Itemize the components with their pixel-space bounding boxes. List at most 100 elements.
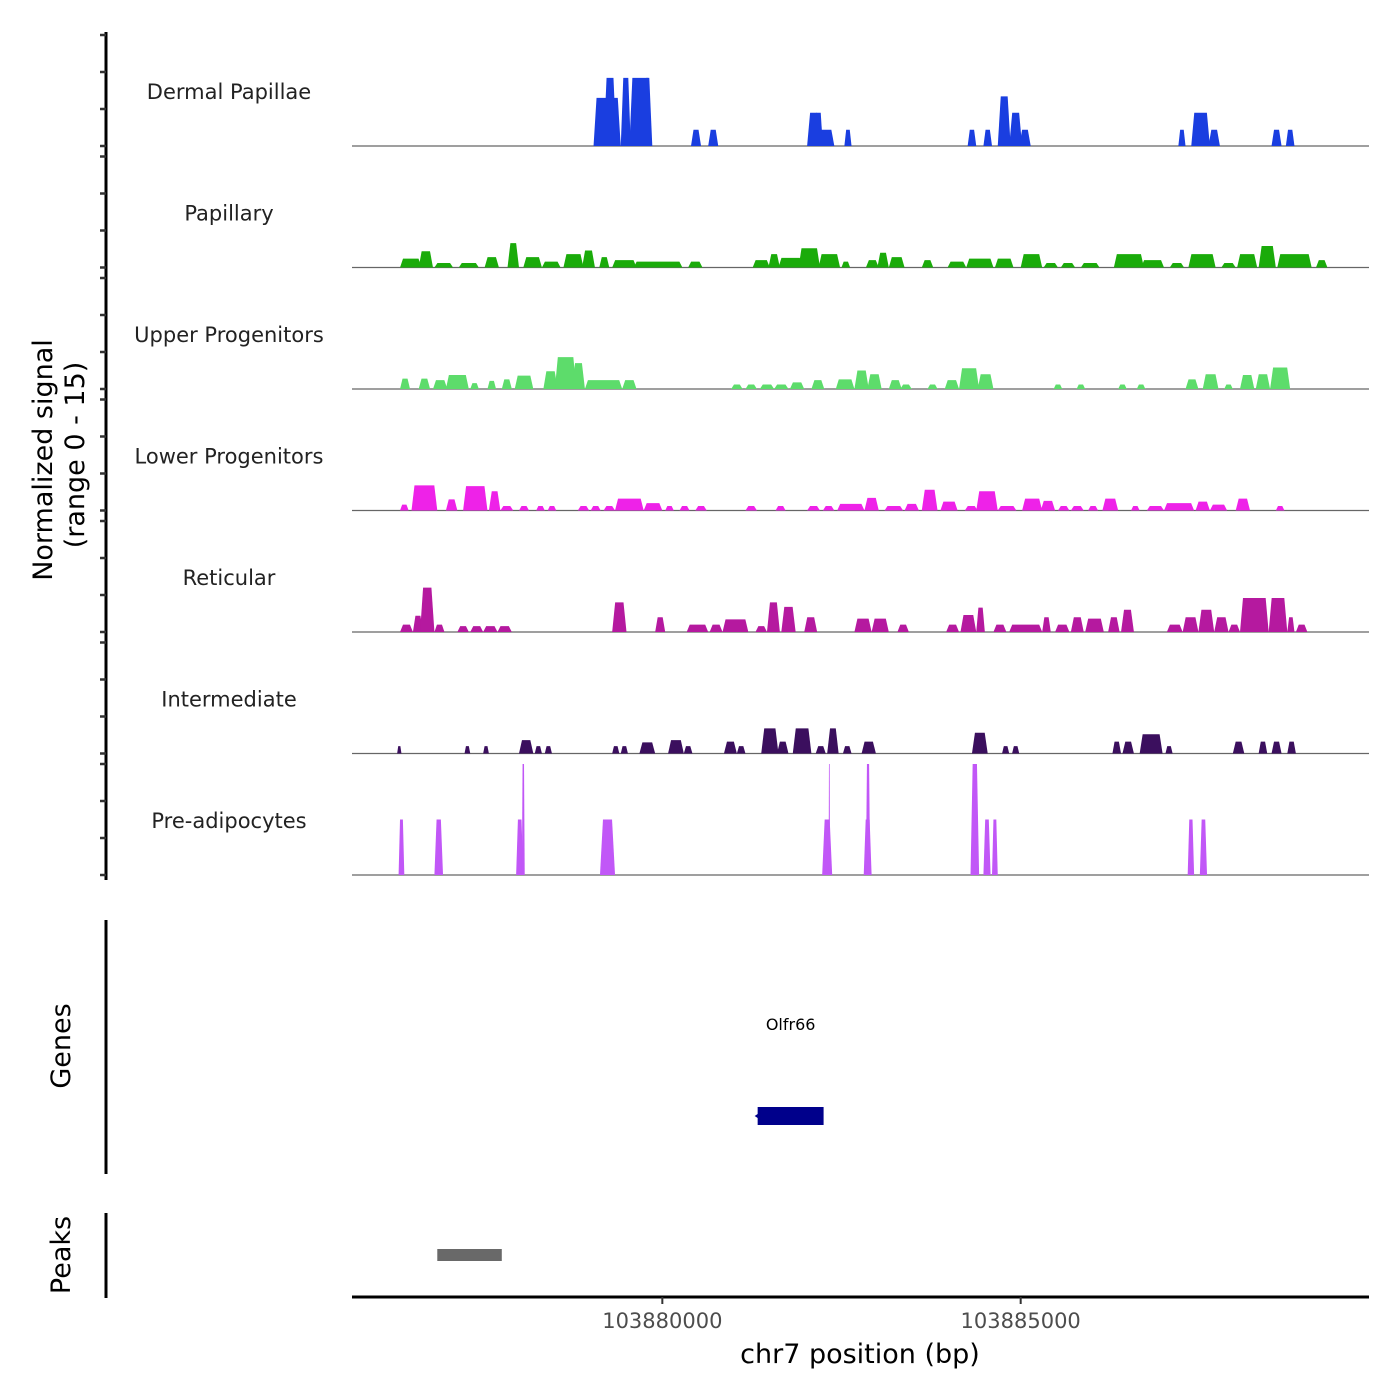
signal-peak — [854, 370, 869, 389]
signal-peak — [1232, 741, 1245, 754]
signal-peak — [612, 260, 637, 268]
signal-peak — [1221, 263, 1236, 268]
signal-peak — [828, 764, 831, 875]
signal-peak — [1188, 254, 1216, 268]
signal-peak — [745, 506, 757, 511]
signal-peak — [1209, 504, 1228, 511]
track-pre-adipocytes: Pre-adipocytes — [151, 764, 1369, 876]
signal-peak — [1239, 374, 1255, 389]
signal-peak — [921, 489, 938, 511]
signal-peak — [994, 258, 1014, 268]
signal-peak — [865, 764, 871, 875]
signal-peak — [888, 257, 905, 268]
signal-peak — [822, 819, 833, 875]
signal-peak — [599, 257, 610, 268]
signal-peak — [827, 728, 839, 754]
signal-peak — [1166, 624, 1183, 632]
signal-peak — [1164, 503, 1195, 511]
track-label: Intermediate — [161, 688, 297, 712]
x-tick-label: 103880000 — [602, 1309, 722, 1333]
signal-peak — [1277, 254, 1312, 268]
signal-peak — [1224, 384, 1233, 389]
signal-peak — [1136, 384, 1146, 389]
track-label: Lower Progenitors — [135, 445, 324, 469]
signal-peak — [1275, 506, 1285, 511]
signal-peak — [792, 728, 812, 754]
gene-body[interactable] — [757, 1107, 824, 1125]
signal-peak — [683, 746, 693, 754]
signal-peak — [818, 254, 841, 268]
signal-peak — [946, 624, 960, 632]
signal-peak — [835, 379, 855, 389]
signal-peak — [731, 384, 743, 389]
peak-region[interactable] — [437, 1249, 502, 1261]
signal-peak — [745, 384, 757, 389]
signal-peak — [1113, 254, 1144, 268]
signal-peak — [864, 497, 879, 511]
signal-peak — [1009, 112, 1023, 146]
signal-peak — [470, 626, 484, 632]
signal-peak — [1268, 597, 1288, 632]
signal-peak — [844, 129, 852, 146]
signal-peak — [1237, 254, 1258, 268]
signal-peak — [997, 506, 1017, 511]
signal-peak — [822, 506, 835, 511]
signal-peak — [904, 503, 919, 511]
signal-peak — [688, 261, 703, 268]
signal-peak — [679, 506, 690, 511]
signal-peak — [507, 243, 519, 268]
coverage-tracks: Dermal Papillae Papillary Upper Progenitor… — [134, 77, 1369, 876]
signal-peak — [841, 261, 851, 268]
signal-peak — [599, 819, 616, 875]
signal-peak — [400, 258, 422, 268]
peaks-track — [437, 1249, 502, 1261]
coverage-y-ticks — [100, 33, 106, 877]
signal-peak — [1057, 506, 1070, 511]
signal-peak — [723, 741, 737, 754]
signal-peak — [708, 129, 719, 146]
signal-peak — [1235, 498, 1251, 511]
gene-label: Olfr66 — [766, 1015, 816, 1034]
signal-peak — [620, 77, 631, 146]
signal-peak — [541, 261, 561, 268]
signal-peak — [1121, 609, 1134, 632]
signal-peak — [534, 746, 542, 754]
signal-peak — [521, 764, 525, 875]
signal-peak — [1118, 384, 1127, 389]
track-label: Dermal Papillae — [147, 80, 311, 104]
signal-peak — [1080, 263, 1100, 268]
signal-peak — [888, 380, 902, 389]
signal-peak — [921, 260, 934, 268]
signal-peak — [668, 740, 684, 754]
signal-peak — [501, 379, 512, 389]
signal-peak — [1019, 129, 1031, 146]
x-axis-title: chr7 position (bp) — [740, 1339, 980, 1370]
signal-peak — [1187, 819, 1195, 875]
signal-peak — [543, 371, 558, 389]
signal-peak — [854, 618, 872, 632]
signal-peak — [434, 624, 445, 632]
signal-peak — [1295, 624, 1308, 632]
signal-peak — [1088, 506, 1099, 511]
signal-peak — [940, 501, 958, 511]
signal-peak — [603, 506, 616, 511]
track-dermal-papillae: Dermal Papillae — [147, 77, 1369, 147]
signal-peak — [1076, 384, 1086, 389]
signal-peak — [722, 619, 749, 632]
signal-peak — [603, 77, 617, 146]
signal-peak — [976, 607, 985, 632]
signal-peak — [871, 618, 889, 632]
signal-peak — [445, 374, 469, 389]
signal-peak — [997, 96, 1011, 146]
signal-peak — [400, 504, 409, 511]
signal-peak — [1198, 609, 1215, 632]
signal-peak — [500, 506, 514, 511]
signal-peak — [804, 617, 818, 632]
signal-peak — [1185, 379, 1199, 389]
signal-peak — [1315, 260, 1328, 268]
signal-peak — [1239, 597, 1269, 632]
signal-peak — [483, 746, 489, 754]
signal-peak — [966, 258, 994, 268]
signal-peak — [470, 383, 479, 389]
